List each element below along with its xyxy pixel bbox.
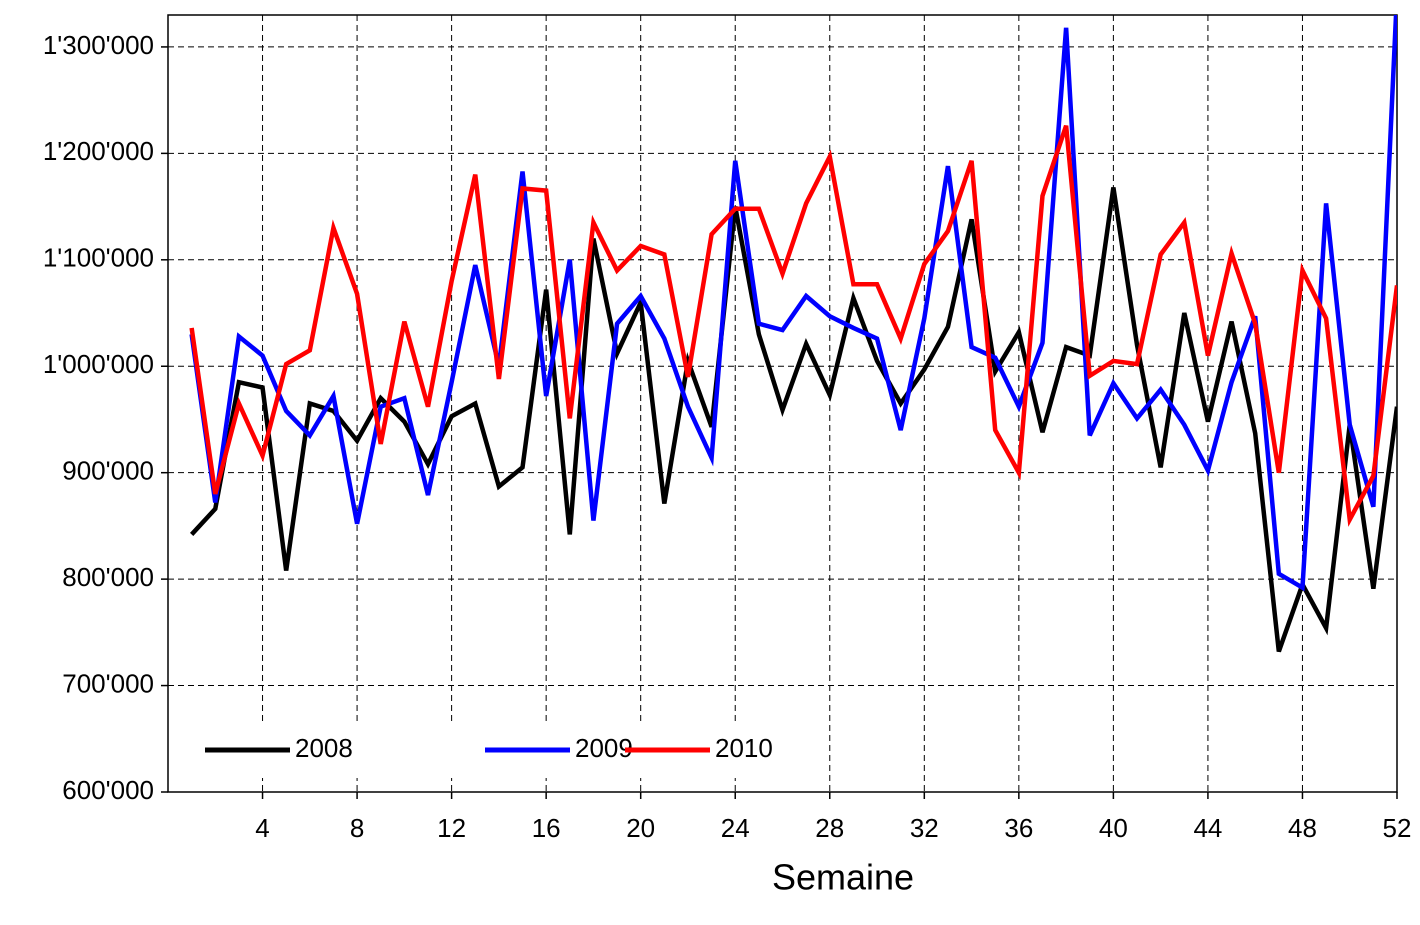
x-tick-label: 12 bbox=[437, 813, 466, 843]
x-tick-label: 4 bbox=[255, 813, 269, 843]
y-tick-label: 1'100'000 bbox=[43, 243, 154, 273]
x-tick-label: 36 bbox=[1004, 813, 1033, 843]
y-tick-label: 800'000 bbox=[62, 562, 154, 592]
x-tick-label: 52 bbox=[1383, 813, 1412, 843]
legend-label: 2009 bbox=[575, 733, 633, 763]
x-tick-label: 24 bbox=[721, 813, 750, 843]
x-tick-label: 20 bbox=[626, 813, 655, 843]
x-tick-label: 28 bbox=[815, 813, 844, 843]
x-tick-label: 32 bbox=[910, 813, 939, 843]
y-tick-label: 1'200'000 bbox=[43, 136, 154, 166]
series-line bbox=[189, 124, 1397, 527]
series-line bbox=[189, 15, 1397, 592]
x-tick-label: 48 bbox=[1288, 813, 1317, 843]
series-line bbox=[189, 187, 1397, 653]
y-tick-label: 900'000 bbox=[62, 456, 154, 486]
x-tick-label: 16 bbox=[532, 813, 561, 843]
x-tick-label: 40 bbox=[1099, 813, 1128, 843]
x-tick-label: 8 bbox=[350, 813, 364, 843]
y-tick-label: 1'300'000 bbox=[43, 30, 154, 60]
y-tick-label: 1'000'000 bbox=[43, 349, 154, 379]
y-tick-label: 700'000 bbox=[62, 668, 154, 698]
x-axis-title: Semaine bbox=[772, 857, 914, 898]
legend-label: 2008 bbox=[295, 733, 353, 763]
legend-label: 2010 bbox=[715, 733, 773, 763]
y-tick-label: 600'000 bbox=[62, 775, 154, 805]
x-tick-label: 44 bbox=[1193, 813, 1222, 843]
plot-frame bbox=[167, 14, 1398, 793]
